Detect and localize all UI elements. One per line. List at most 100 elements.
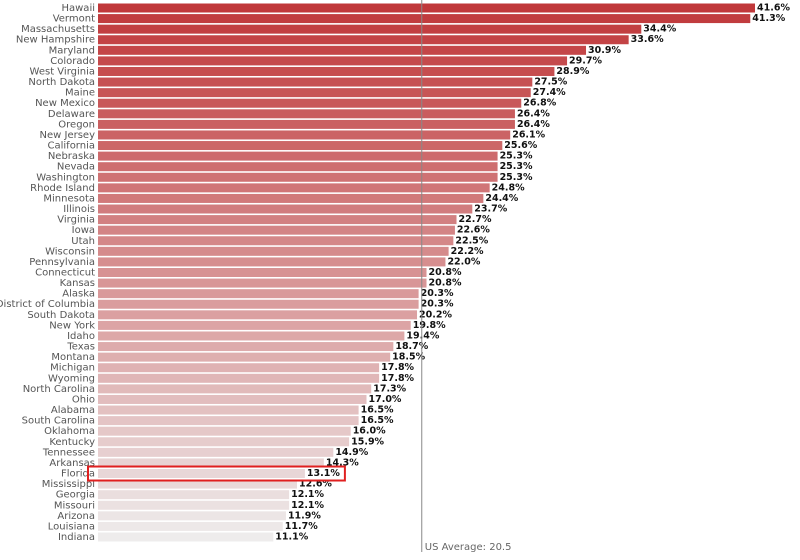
category-label: New Hampshire bbox=[16, 35, 95, 46]
value-label: 20.2% bbox=[419, 309, 452, 320]
category-label: Texas bbox=[66, 342, 95, 353]
bar bbox=[98, 183, 490, 193]
category-label: Vermont bbox=[53, 14, 95, 25]
bar bbox=[98, 14, 751, 24]
value-label: 20.8% bbox=[429, 267, 462, 278]
bar bbox=[98, 320, 411, 330]
category-label: Alabama bbox=[51, 405, 95, 416]
category-label: Minnesota bbox=[43, 193, 95, 204]
category-label: Massachusetts bbox=[21, 24, 95, 35]
bar bbox=[98, 352, 391, 362]
value-label: 17.0% bbox=[368, 394, 401, 405]
value-label: 30.9% bbox=[588, 45, 621, 56]
category-label: Oregon bbox=[58, 119, 95, 130]
value-label: 17.8% bbox=[381, 362, 414, 373]
bar bbox=[98, 193, 484, 203]
value-label: 18.5% bbox=[392, 352, 425, 363]
category-label: South Dakota bbox=[27, 310, 95, 321]
value-label: 28.9% bbox=[556, 66, 589, 77]
bar bbox=[98, 511, 286, 521]
category-label: Virginia bbox=[57, 215, 95, 226]
value-label: 27.4% bbox=[533, 87, 566, 98]
value-label: 12.6% bbox=[299, 479, 332, 490]
value-label: 19.4% bbox=[406, 330, 439, 341]
bar bbox=[98, 479, 297, 489]
bar bbox=[98, 130, 511, 140]
bar bbox=[98, 490, 290, 500]
value-label: 20.3% bbox=[421, 288, 454, 299]
category-label: South Carolina bbox=[22, 416, 95, 427]
bar bbox=[98, 225, 455, 235]
value-label: 26.8% bbox=[523, 98, 556, 109]
value-label: 17.8% bbox=[381, 373, 414, 384]
category-label: Maryland bbox=[49, 45, 95, 56]
value-label: 16.0% bbox=[353, 426, 386, 437]
category-label: Delaware bbox=[48, 109, 95, 120]
bar bbox=[98, 215, 457, 225]
value-label: 17.3% bbox=[373, 383, 406, 394]
value-label: 26.1% bbox=[512, 129, 545, 140]
category-label: Iowa bbox=[72, 225, 95, 236]
bar bbox=[98, 257, 446, 267]
value-label: 26.4% bbox=[517, 108, 550, 119]
bar bbox=[98, 246, 449, 256]
value-label: 22.7% bbox=[459, 214, 492, 225]
value-label: 22.2% bbox=[451, 246, 484, 257]
category-label: Illinois bbox=[63, 204, 95, 215]
category-label: Kentucky bbox=[49, 437, 95, 448]
category-label: Arkansas bbox=[49, 458, 95, 469]
value-label: 16.5% bbox=[361, 405, 394, 416]
bar bbox=[98, 119, 515, 129]
category-label: Hawaii bbox=[61, 3, 95, 14]
category-label: Pennsylvania bbox=[29, 257, 95, 268]
bar bbox=[98, 109, 515, 119]
value-label: 11.1% bbox=[275, 532, 308, 543]
bar bbox=[98, 394, 367, 404]
category-label: Wyoming bbox=[48, 373, 95, 384]
bar bbox=[98, 310, 418, 320]
category-label: Indiana bbox=[58, 532, 95, 543]
bar bbox=[98, 373, 380, 383]
bar bbox=[98, 98, 522, 108]
value-label: 20.8% bbox=[429, 278, 462, 289]
value-label: 11.7% bbox=[285, 521, 318, 532]
bar bbox=[98, 342, 394, 352]
value-label: 29.7% bbox=[569, 55, 602, 66]
value-label: 27.5% bbox=[534, 77, 567, 88]
bar bbox=[98, 3, 755, 13]
category-label: Louisiana bbox=[48, 521, 95, 532]
bar bbox=[98, 56, 568, 66]
bar bbox=[98, 500, 290, 510]
value-label: 14.3% bbox=[326, 457, 359, 468]
value-label: 33.6% bbox=[631, 34, 664, 45]
category-label: North Carolina bbox=[23, 384, 95, 395]
bar bbox=[98, 521, 283, 531]
category-label: Mississippi bbox=[42, 479, 95, 490]
value-label: 25.3% bbox=[500, 151, 533, 162]
bar bbox=[98, 45, 587, 55]
bar bbox=[98, 532, 274, 542]
category-label: New Jersey bbox=[40, 130, 96, 141]
value-label: 22.6% bbox=[457, 225, 490, 236]
category-label: Colorado bbox=[50, 56, 95, 67]
value-label: 20.3% bbox=[421, 299, 454, 310]
category-label: Montana bbox=[51, 352, 95, 363]
category-label: Washington bbox=[36, 172, 95, 183]
bar bbox=[98, 77, 533, 87]
value-label: 23.7% bbox=[474, 204, 507, 215]
bar bbox=[98, 88, 531, 98]
category-label: Kansas bbox=[60, 278, 95, 289]
value-label: 16.5% bbox=[361, 415, 394, 426]
value-label: 12.1% bbox=[291, 500, 324, 511]
bar bbox=[98, 172, 498, 182]
category-label: New Mexico bbox=[35, 98, 95, 109]
bar bbox=[98, 268, 427, 277]
category-label: Ohio bbox=[72, 394, 95, 405]
category-label: Tennessee bbox=[42, 447, 95, 458]
value-label: 26.4% bbox=[517, 119, 550, 130]
bar bbox=[98, 24, 642, 34]
bar bbox=[98, 447, 334, 457]
category-label: Nebraska bbox=[48, 151, 95, 162]
bar bbox=[98, 331, 405, 341]
bar bbox=[98, 384, 372, 394]
